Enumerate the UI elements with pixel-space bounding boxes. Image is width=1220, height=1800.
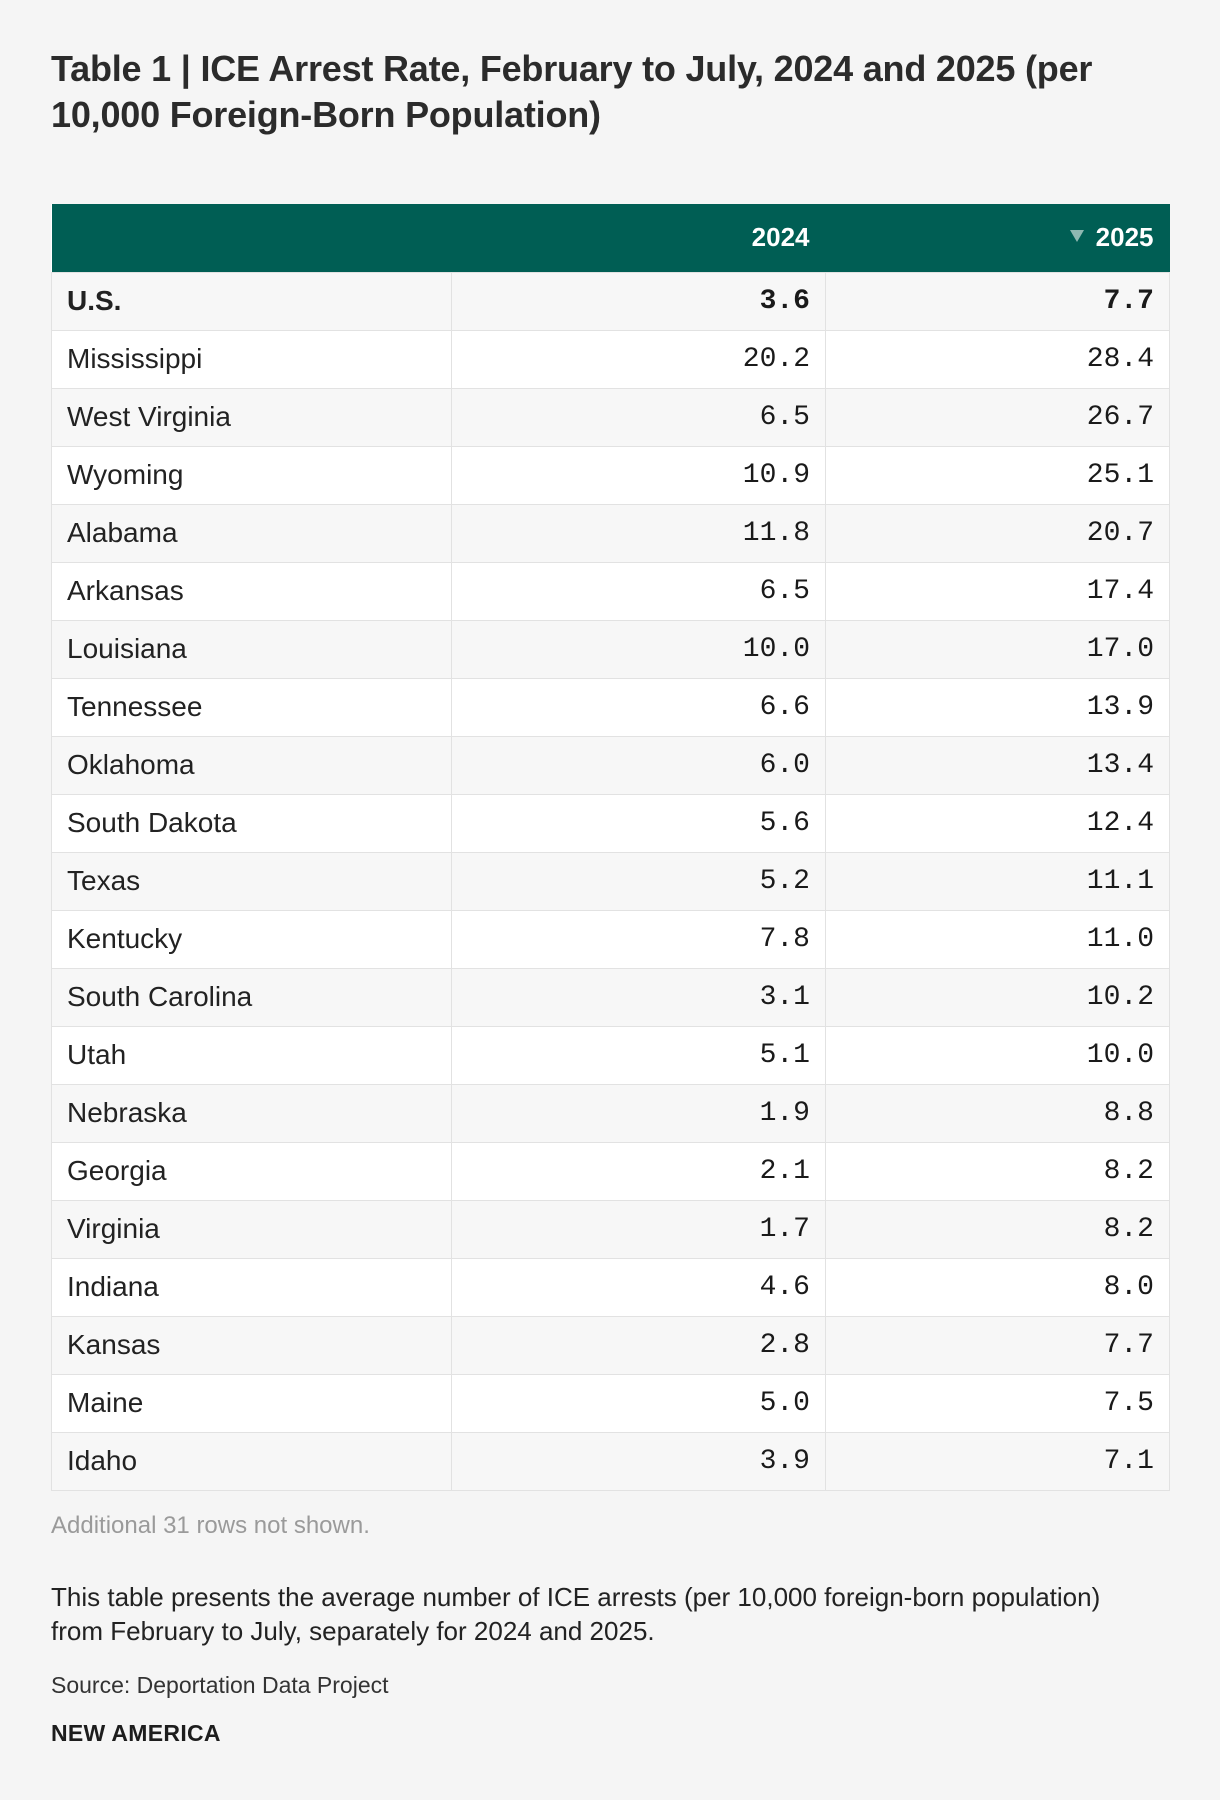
table-row: Utah 5.1 10.0: [51, 1025, 1170, 1085]
cell-2024: 5.6: [451, 793, 826, 853]
table-row: Texas 5.2 11.1: [51, 851, 1170, 911]
cell-2024: 6.5: [451, 561, 826, 621]
cell-2025: 28.4: [825, 329, 1170, 389]
cell-state: West Virginia: [51, 387, 452, 447]
cell-state: Wyoming: [51, 445, 452, 505]
cell-state: Alabama: [51, 503, 452, 563]
cell-state: Idaho: [51, 1431, 452, 1491]
source-note: Source: Deportation Data Project: [51, 1672, 389, 1698]
cell-state: Arkansas: [51, 561, 452, 621]
cell-2025: 7.5: [825, 1373, 1170, 1433]
brand-logo-text: NEW AMERICA: [51, 1720, 221, 1746]
table-header-row: 2024 2025: [51, 204, 1170, 272]
cell-2025: 7.1: [825, 1431, 1170, 1491]
cell-2024: 20.2: [451, 329, 826, 389]
cell-2024: 2.1: [451, 1141, 826, 1201]
cell-2025: 13.9: [825, 677, 1170, 737]
table-row: Mississippi 20.2 28.4: [51, 329, 1170, 389]
table-row: Tennessee 6.6 13.9: [51, 677, 1170, 737]
header-2025[interactable]: 2025: [826, 204, 1170, 272]
cell-2024: 1.7: [451, 1199, 826, 1259]
cell-2025: 17.0: [825, 619, 1170, 679]
cell-2024: 6.5: [451, 387, 826, 447]
cell-2024: 6.0: [451, 735, 826, 795]
table-row: Nebraska 1.9 8.8: [51, 1083, 1170, 1143]
table-row: West Virginia 6.5 26.7: [51, 387, 1170, 447]
cell-state: Maine: [51, 1373, 452, 1433]
rows-not-shown-note: Additional 31 rows not shown.: [51, 1512, 370, 1539]
cell-2024: 5.0: [451, 1373, 826, 1433]
table-row: Georgia 2.1 8.2: [51, 1141, 1170, 1201]
table-row: Indiana 4.6 8.0: [51, 1257, 1170, 1317]
cell-2024: 5.1: [451, 1025, 826, 1085]
table-row: Virginia 1.7 8.2: [51, 1199, 1170, 1259]
cell-state: Texas: [51, 851, 452, 911]
cell-2024: 4.6: [451, 1257, 826, 1317]
cell-2025: 10.0: [825, 1025, 1170, 1085]
cell-state: Indiana: [51, 1257, 452, 1317]
header-2024[interactable]: 2024: [452, 204, 826, 272]
cell-state: Nebraska: [51, 1083, 452, 1143]
cell-2025: 11.0: [825, 909, 1170, 969]
cell-2025: 11.1: [825, 851, 1170, 911]
cell-2025: 8.2: [825, 1141, 1170, 1201]
table-row: Arkansas 6.5 17.4: [51, 561, 1170, 621]
cell-2025: 10.2: [825, 967, 1170, 1027]
table-body: U.S. 3.6 7.7 Mississippi 20.2 28.4 West Virgin…: [51, 271, 1170, 1491]
table-row: Maine 5.0 7.5: [51, 1373, 1170, 1433]
table-title: Table 1 | ICE Arrest Rate, February to J…: [51, 48, 1093, 135]
cell-2024: 7.8: [451, 909, 826, 969]
cell-2024: 3.6: [451, 271, 826, 331]
table-row: Kansas 2.8 7.7: [51, 1315, 1170, 1375]
table-row-total: U.S. 3.6 7.7: [51, 271, 1170, 331]
cell-state: Georgia: [51, 1141, 452, 1201]
table-row: Alabama 11.8 20.7: [51, 503, 1170, 563]
cell-state: U.S.: [51, 271, 452, 331]
cell-2025: 8.0: [825, 1257, 1170, 1317]
cell-state: Tennessee: [51, 677, 452, 737]
cell-state: Mississippi: [51, 329, 452, 389]
cell-state: Kentucky: [51, 909, 452, 969]
cell-2025: 7.7: [825, 271, 1170, 331]
table-row: Wyoming 10.9 25.1: [51, 445, 1170, 505]
cell-state: South Carolina: [51, 967, 452, 1027]
cell-2024: 11.8: [451, 503, 826, 563]
cell-2025: 20.7: [825, 503, 1170, 563]
cell-state: Utah: [51, 1025, 452, 1085]
cell-2025: 8.8: [825, 1083, 1170, 1143]
table-row: Idaho 3.9 7.1: [51, 1431, 1170, 1491]
cell-2025: 7.7: [825, 1315, 1170, 1375]
cell-2025: 25.1: [825, 445, 1170, 505]
cell-2025: 12.4: [825, 793, 1170, 853]
header-2024-label: 2024: [751, 222, 810, 253]
cell-2024: 3.1: [451, 967, 826, 1027]
sort-descending-icon: [1069, 230, 1084, 243]
header-state[interactable]: [52, 204, 452, 272]
cell-2024: 10.9: [451, 445, 826, 505]
arrest-rate-table: 2024 2025 U.S. 3.6 7.7 Mississippi 20.2 28.4 W…: [51, 204, 1170, 1491]
cell-state: Louisiana: [51, 619, 452, 679]
table-row: Louisiana 10.0 17.0: [51, 619, 1170, 679]
cell-2024: 5.2: [451, 851, 826, 911]
cell-2025: 8.2: [825, 1199, 1170, 1259]
cell-2025: 26.7: [825, 387, 1170, 447]
header-2025-label: 2025: [1095, 222, 1154, 253]
cell-state: South Dakota: [51, 793, 452, 853]
cell-state: Virginia: [51, 1199, 452, 1259]
cell-2025: 17.4: [825, 561, 1170, 621]
cell-state: Kansas: [51, 1315, 452, 1375]
table-row: Oklahoma 6.0 13.4: [51, 735, 1170, 795]
table-row: South Dakota 5.6 12.4: [51, 793, 1170, 853]
cell-2024: 3.9: [451, 1431, 826, 1491]
chart-container: Table 1 | ICE Arrest Rate, February to J…: [51, 46, 1170, 1746]
table-row: South Carolina 3.1 10.2: [51, 967, 1170, 1027]
cell-state: Oklahoma: [51, 735, 452, 795]
table-row: Kentucky 7.8 11.0: [51, 909, 1170, 969]
cell-2024: 1.9: [451, 1083, 826, 1143]
cell-2024: 2.8: [451, 1315, 826, 1375]
cell-2024: 6.6: [451, 677, 826, 737]
cell-2024: 10.0: [451, 619, 826, 679]
cell-2025: 13.4: [825, 735, 1170, 795]
table-description: This table presents the average number o…: [51, 1582, 1101, 1646]
